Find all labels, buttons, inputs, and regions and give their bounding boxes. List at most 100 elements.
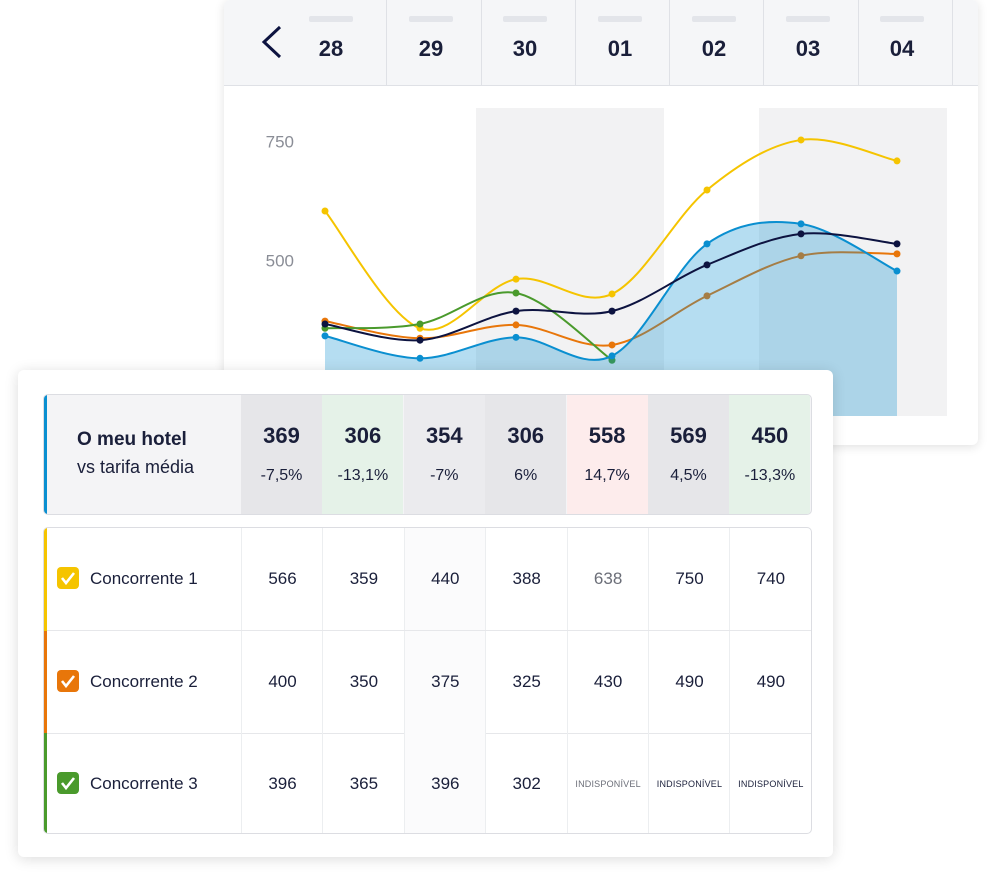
placeholder xyxy=(786,16,830,22)
separator xyxy=(386,0,387,85)
diff: -13,3% xyxy=(744,467,796,484)
rate-cell: 400 xyxy=(241,630,323,733)
rate-cell: 306 6% xyxy=(485,395,567,514)
checkbox[interactable] xyxy=(57,669,79,692)
diff: 6% xyxy=(514,467,538,484)
separator xyxy=(575,0,576,85)
point xyxy=(797,136,805,144)
point xyxy=(797,252,805,260)
competitor-row: Concorrente 3 396 365 396 302 INDISPONÍVEL IND… xyxy=(44,733,811,833)
diff: -7% xyxy=(430,467,459,484)
point xyxy=(893,157,901,165)
point xyxy=(321,320,329,328)
rate: 450 xyxy=(751,423,789,448)
point xyxy=(608,341,616,349)
rate-cell: 325 xyxy=(485,630,567,733)
point xyxy=(893,240,901,248)
diff: -13,1% xyxy=(337,467,389,484)
check xyxy=(60,674,76,688)
diff: -7,5% xyxy=(260,467,303,484)
row-color xyxy=(44,395,47,514)
rate-cell: 558 14,7% xyxy=(566,395,648,514)
rate-cell: INDISPONÍVEL xyxy=(648,733,730,833)
date-bar: 28 29 30 01 02 03 04 xyxy=(224,0,978,86)
placeholder xyxy=(692,16,736,22)
checkbox[interactable] xyxy=(57,567,79,589)
competitor-name: Concorrente 1 xyxy=(90,569,198,588)
point xyxy=(797,230,805,238)
line xyxy=(324,291,613,362)
date: 04 xyxy=(889,36,915,61)
point xyxy=(321,332,329,340)
weekend-band xyxy=(476,108,664,416)
point xyxy=(512,275,520,283)
competitor-name: Concorrente 2 xyxy=(90,671,198,691)
rate: 306 xyxy=(507,423,545,448)
placeholder xyxy=(503,16,547,22)
placeholder xyxy=(409,16,453,22)
point xyxy=(608,290,616,298)
rate-cell: 638 xyxy=(566,528,649,630)
check xyxy=(60,777,76,791)
rate-cell: 369 -7,5% xyxy=(241,395,322,514)
placeholder xyxy=(309,16,353,22)
row-color xyxy=(44,733,47,833)
area xyxy=(325,221,897,416)
chart: 500 750 xyxy=(266,108,947,416)
point xyxy=(416,354,424,362)
row-color xyxy=(44,630,47,734)
separator xyxy=(481,0,482,85)
point xyxy=(321,207,329,215)
rate-cell: 440 xyxy=(403,528,486,630)
point xyxy=(512,321,520,329)
point xyxy=(797,220,805,228)
y-tick-label: 750 xyxy=(266,132,294,151)
back-button[interactable] xyxy=(258,24,288,60)
date: 03 xyxy=(795,36,821,61)
point xyxy=(608,307,616,315)
rate-cell: 306 -13,1% xyxy=(322,395,404,514)
separator xyxy=(669,0,670,85)
competitor-table: Concorrente 1 566 359 440 388 638 750 740 Concor… xyxy=(43,527,812,834)
y-tick-label: 500 xyxy=(266,251,294,270)
point xyxy=(893,267,901,275)
my-hotel-row: O meu hotel vs tarifa média 369 -7,5% 306 -… xyxy=(43,394,812,515)
point xyxy=(703,240,711,248)
point xyxy=(512,289,520,297)
rate-cell: 396 xyxy=(403,733,486,833)
rate-cell: 740 xyxy=(729,528,811,630)
competitor-row: Concorrente 1 566 359 440 388 638 750 740 xyxy=(44,528,811,631)
rate-cell: 430 xyxy=(566,630,649,733)
rate-cell: 375 xyxy=(403,630,486,733)
date: 01 xyxy=(607,36,633,61)
point xyxy=(512,333,520,341)
check xyxy=(60,572,76,586)
rate-cell: 388 xyxy=(485,528,567,630)
point xyxy=(893,250,901,258)
date: 02 xyxy=(701,36,727,61)
point xyxy=(703,186,711,194)
diff: 4,5% xyxy=(670,467,707,484)
separator xyxy=(858,0,859,85)
rate-cell: INDISPONÍVEL xyxy=(566,733,649,833)
placeholder xyxy=(880,16,924,22)
weekend-band xyxy=(759,108,947,416)
point xyxy=(416,320,424,328)
date: 28 xyxy=(318,36,344,61)
separator xyxy=(763,0,764,85)
date: 30 xyxy=(512,36,538,61)
rate-cell: 490 xyxy=(729,630,811,733)
rate-cell: 354 -7% xyxy=(403,395,485,514)
checkbox[interactable] xyxy=(57,772,79,794)
table-card: O meu hotel vs tarifa média 369 -7,5% 306 -… xyxy=(18,370,833,857)
rate: 306 xyxy=(344,423,382,448)
competitor-name: Concorrente 3 xyxy=(90,774,198,793)
rate-cell: 569 4,5% xyxy=(648,395,729,514)
point xyxy=(416,336,424,344)
point xyxy=(608,352,616,360)
rate-cell: 490 xyxy=(648,630,730,733)
rate-cell: 365 xyxy=(322,733,404,833)
competitor-row: Concorrente 2 400 350 375 325 430 490 490 xyxy=(44,630,811,734)
rate-cell: INDISPONÍVEL xyxy=(729,733,811,833)
